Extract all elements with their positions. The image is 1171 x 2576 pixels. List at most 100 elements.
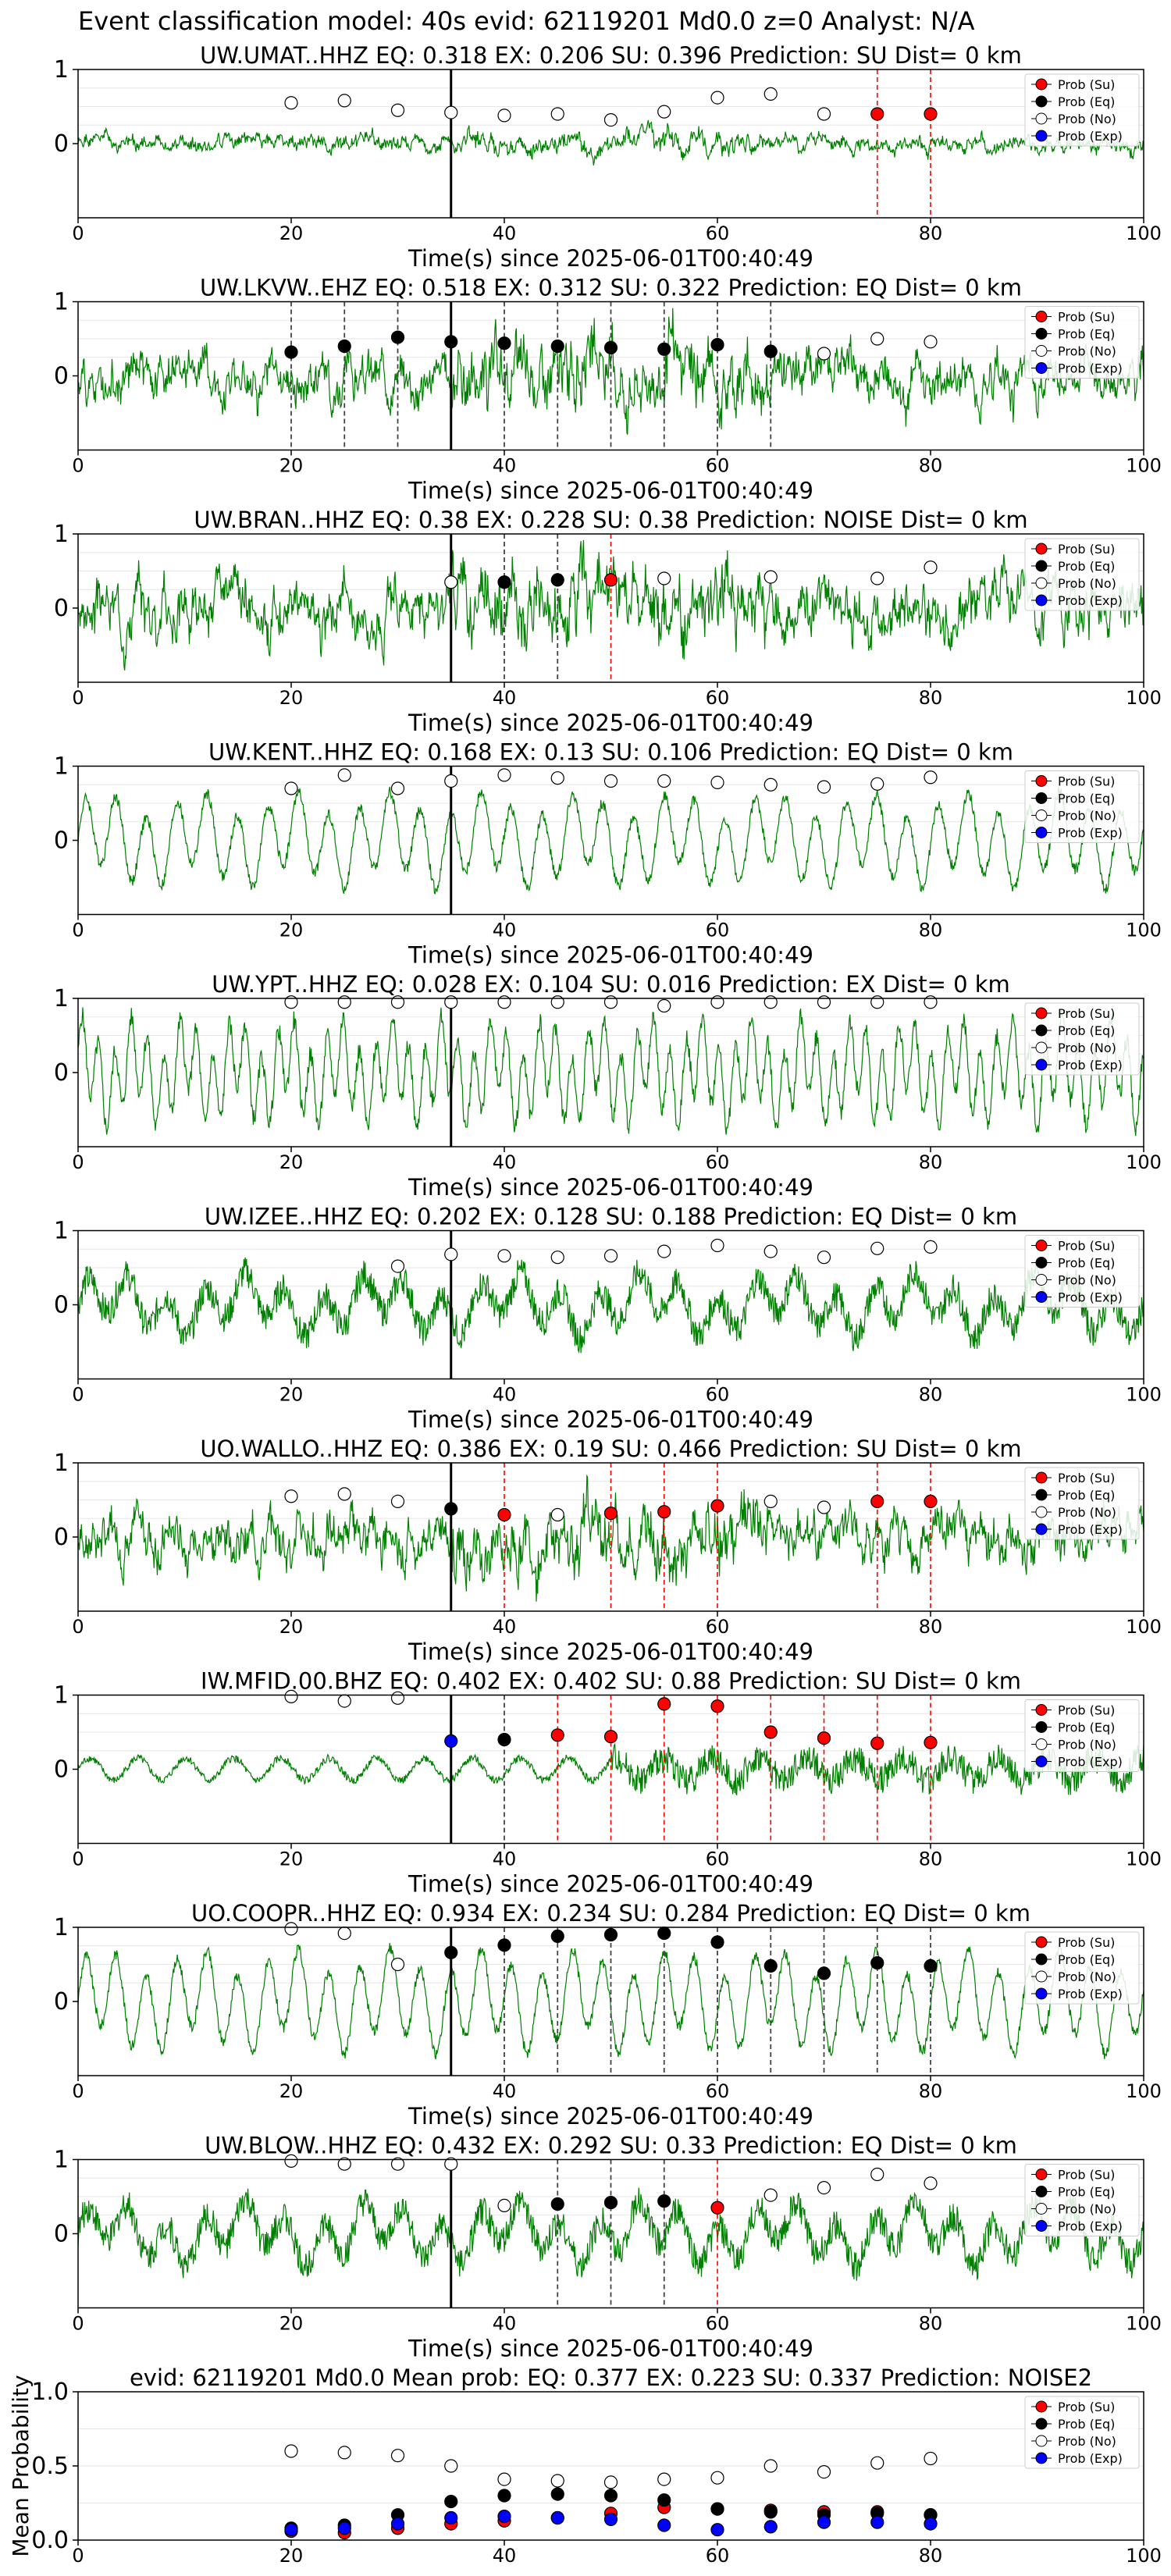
legend: Prob (Su) Prob (Eq) Prob (No) Prob (Exp) (1024, 1467, 1140, 1540)
x-tick-label: 0 (72, 1151, 84, 1173)
mean-prob-point (710, 2523, 724, 2537)
legend-label: Prob (Eq) (1058, 1952, 1115, 1967)
x-tick-label: 40 (493, 222, 517, 244)
legend-marker (1035, 594, 1048, 607)
x-tick-label: 60 (706, 455, 730, 477)
x-tick-label: 20 (279, 687, 304, 709)
legend-marker (1035, 362, 1048, 374)
prob-marker-eq (550, 573, 564, 587)
legend-marker (1035, 1024, 1048, 1037)
prob-marker-no (497, 2198, 511, 2212)
x-tick-label: 20 (279, 1616, 304, 1638)
legend-label: Prob (Eq) (1058, 1256, 1115, 1271)
subplot-10: UW.BLOW..HHZ EQ: 0.432 EX: 0.292 SU: 0.3… (54, 2133, 1162, 2362)
mean-prob-point (444, 2459, 458, 2473)
axes-frame (77, 765, 1144, 916)
prob-marker-no (763, 2188, 778, 2202)
mean-prob-point (924, 2517, 938, 2531)
prob-marker-no (337, 94, 351, 108)
prob-marker-no (444, 1247, 458, 1261)
legend-label: Prob (Eq) (1058, 559, 1115, 574)
prob-marker-su (817, 1731, 831, 1745)
x-axis-label: Time(s) since 2025-06-01T00:40:49 (408, 942, 813, 969)
legend-frame (1024, 1931, 1140, 2005)
mean-prob-point (390, 2517, 405, 2531)
prob-marker-eq (390, 330, 405, 344)
legend-label: Prob (Su) (1058, 1703, 1115, 1718)
y-tick-label: 1 (54, 521, 69, 548)
legend-label: Prob (Su) (1058, 1471, 1115, 1485)
x-tick-label: 40 (493, 455, 517, 477)
prob-marker-no (657, 571, 671, 585)
legend-label: Prob (Eq) (1058, 2417, 1115, 2432)
legend-label: Prob (No) (1058, 1041, 1116, 1055)
legend-marker (1035, 112, 1048, 125)
prob-marker-no (817, 995, 831, 1009)
legend-label: Prob (Su) (1058, 2168, 1115, 2183)
mean-prob-point (657, 2493, 671, 2507)
x-tick-label: 0 (72, 1384, 84, 1406)
legend-marker (1035, 1471, 1048, 1484)
prob-marker-no (390, 1259, 405, 1273)
x-tick-label: 80 (919, 2545, 943, 2567)
prob-marker-no (710, 775, 724, 790)
seismic-trace (77, 786, 1144, 895)
legend-marker (1035, 809, 1048, 821)
mean-prob-point (550, 2487, 564, 2501)
x-tick-label: 40 (493, 2545, 517, 2567)
legend-marker (1035, 827, 1048, 838)
legend-label: Prob (Eq) (1058, 327, 1115, 342)
y-tick-label: 1 (54, 289, 69, 316)
x-tick-label: 40 (493, 687, 517, 709)
x-tick-label: 60 (706, 222, 730, 244)
legend-label: Prob (Exp) (1058, 1522, 1123, 1537)
legend-label: Prob (No) (1058, 576, 1116, 591)
x-tick-label: 80 (919, 687, 943, 709)
legend-marker (1035, 1240, 1048, 1251)
x-tick-label: 80 (919, 2313, 943, 2335)
x-tick-label: 80 (919, 1616, 943, 1638)
x-tick-label: 100 (1126, 222, 1162, 244)
x-axis-label: Time(s) since 2025-06-01T00:40:49 (408, 245, 813, 272)
x-tick-label: 40 (493, 1616, 517, 1638)
prob-marker-no (444, 105, 458, 119)
x-tick-label: 80 (919, 1848, 943, 1870)
x-tick-label: 40 (493, 1384, 517, 1406)
legend-label: Prob (Su) (1058, 77, 1115, 92)
legend-marker (1035, 1987, 1048, 2000)
x-tick-label: 60 (706, 1384, 730, 1406)
mean-prob-point (497, 2489, 511, 2503)
prob-marker-eq (337, 339, 351, 354)
prob-marker-no (817, 1251, 831, 1265)
x-tick-label: 100 (1126, 1616, 1162, 1638)
legend-frame (1024, 770, 1140, 843)
y-tick-label: 0 (54, 363, 69, 390)
prob-marker-su (870, 1494, 884, 1509)
prob-marker-no (284, 1922, 298, 1936)
legend-label: Prob (Su) (1058, 310, 1115, 325)
legend-marker (1035, 328, 1048, 340)
x-tick-label: 20 (279, 222, 304, 244)
prob-marker-eq (444, 335, 458, 349)
prob-marker-no (550, 771, 564, 785)
prob-marker-no (603, 113, 618, 127)
prob-marker-eq (657, 2194, 671, 2208)
prob-marker-no (603, 1249, 618, 1263)
x-tick-label: 100 (1126, 1384, 1162, 1406)
prob-marker-no (497, 109, 511, 123)
y-tick-label: 1 (54, 56, 69, 84)
legend-marker (1035, 775, 1048, 787)
legend: Prob (Su) Prob (Eq) Prob (No) Prob (Exp) (1024, 1235, 1140, 1308)
prob-marker-no (710, 1238, 724, 1253)
subplot-6: UW.IZEE..HHZ EQ: 0.202 EX: 0.128 SU: 0.1… (54, 1204, 1162, 1433)
subplot-title: UW.KENT..HHZ EQ: 0.168 EX: 0.13 SU: 0.10… (208, 739, 1013, 766)
x-tick-label: 100 (1126, 2080, 1162, 2102)
x-tick-label: 20 (279, 455, 304, 477)
legend-marker (1035, 345, 1048, 357)
legend-label: Prob (No) (1058, 809, 1116, 824)
subplot-8: IW.MFID.00.BHZ EQ: 0.402 EX: 0.402 SU: 0… (54, 1668, 1162, 1898)
y-tick-label: 1 (54, 985, 69, 1012)
subplot-3: UW.BRAN..HHZ EQ: 0.38 EX: 0.228 SU: 0.38… (54, 507, 1162, 736)
legend-frame (1024, 1235, 1140, 1308)
